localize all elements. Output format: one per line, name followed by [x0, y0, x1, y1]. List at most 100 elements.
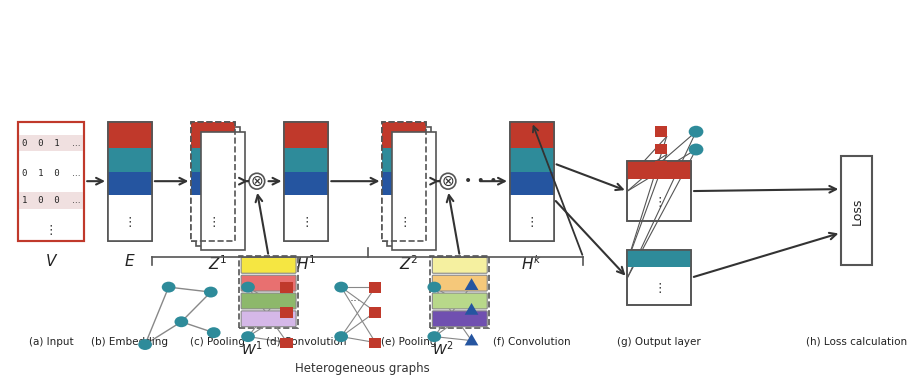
Text: (d) Convolution: (d) Convolution — [266, 336, 346, 347]
Bar — [368, 307, 381, 318]
Text: $H^1$: $H^1$ — [296, 254, 317, 273]
Bar — [655, 126, 667, 136]
FancyBboxPatch shape — [191, 122, 235, 148]
Circle shape — [441, 173, 456, 189]
Circle shape — [249, 173, 265, 189]
Bar — [280, 282, 293, 293]
FancyBboxPatch shape — [17, 135, 84, 152]
Text: (g) Output layer: (g) Output layer — [616, 336, 701, 347]
FancyBboxPatch shape — [510, 122, 554, 240]
Text: ⋮: ⋮ — [526, 216, 538, 229]
Ellipse shape — [428, 331, 442, 342]
FancyBboxPatch shape — [196, 127, 240, 246]
Text: $W^1$: $W^1$ — [241, 339, 263, 358]
FancyBboxPatch shape — [241, 257, 296, 273]
Text: 0  1  0: 0 1 0 — [22, 169, 60, 178]
Bar — [368, 338, 381, 349]
FancyBboxPatch shape — [241, 275, 296, 291]
Ellipse shape — [241, 282, 255, 293]
Text: $W^2$: $W^2$ — [432, 339, 454, 358]
FancyBboxPatch shape — [627, 161, 692, 179]
FancyBboxPatch shape — [191, 172, 235, 195]
FancyBboxPatch shape — [382, 122, 427, 148]
Text: (e) Pooling: (e) Pooling — [381, 336, 437, 347]
FancyBboxPatch shape — [510, 195, 554, 240]
Text: • • •: • • • — [463, 174, 497, 188]
Text: ...: ... — [350, 291, 362, 304]
FancyBboxPatch shape — [431, 256, 489, 328]
Text: (a) Input: (a) Input — [28, 336, 73, 347]
Text: ⋮: ⋮ — [124, 216, 136, 229]
Text: ⊗: ⊗ — [250, 174, 263, 189]
Bar — [280, 307, 293, 318]
Text: 1  0  0: 1 0 0 — [22, 197, 60, 206]
Text: $Z^2$: $Z^2$ — [399, 254, 420, 273]
Text: ...: ... — [669, 160, 681, 173]
Ellipse shape — [689, 126, 703, 138]
FancyBboxPatch shape — [17, 122, 84, 240]
Text: ...: ... — [71, 169, 81, 178]
FancyBboxPatch shape — [108, 122, 152, 240]
FancyBboxPatch shape — [284, 122, 329, 240]
Ellipse shape — [162, 282, 176, 293]
Text: ...: ... — [71, 139, 81, 148]
Text: ...: ... — [262, 291, 274, 304]
Ellipse shape — [334, 282, 348, 293]
FancyBboxPatch shape — [627, 251, 692, 305]
Text: $Z^1$: $Z^1$ — [208, 254, 228, 273]
FancyBboxPatch shape — [108, 172, 152, 195]
Text: Loss: Loss — [850, 197, 863, 225]
Text: ⋮: ⋮ — [398, 216, 410, 229]
FancyBboxPatch shape — [382, 195, 427, 240]
FancyBboxPatch shape — [382, 122, 427, 240]
Text: ...: ... — [443, 291, 455, 304]
FancyBboxPatch shape — [284, 195, 329, 240]
FancyBboxPatch shape — [510, 122, 554, 148]
Text: (f) Convolution: (f) Convolution — [493, 336, 570, 347]
FancyBboxPatch shape — [432, 257, 487, 273]
Text: ⊗: ⊗ — [442, 174, 454, 189]
FancyBboxPatch shape — [201, 132, 245, 251]
Ellipse shape — [334, 331, 348, 342]
FancyBboxPatch shape — [627, 251, 692, 267]
FancyBboxPatch shape — [191, 148, 235, 172]
FancyBboxPatch shape — [284, 122, 329, 148]
Ellipse shape — [241, 331, 255, 342]
FancyBboxPatch shape — [241, 311, 296, 327]
Ellipse shape — [428, 282, 442, 293]
FancyBboxPatch shape — [284, 148, 329, 172]
Text: ⋮: ⋮ — [45, 224, 57, 237]
FancyBboxPatch shape — [191, 122, 235, 240]
FancyBboxPatch shape — [108, 148, 152, 172]
Bar — [655, 161, 667, 172]
Polygon shape — [464, 334, 478, 345]
FancyBboxPatch shape — [108, 195, 152, 240]
Text: Heterogeneous graphs: Heterogeneous graphs — [295, 363, 431, 375]
Ellipse shape — [689, 144, 703, 155]
Text: 0  0  1: 0 0 1 — [22, 139, 60, 148]
Ellipse shape — [207, 327, 221, 338]
Text: (c) Pooling: (c) Pooling — [191, 336, 245, 347]
Text: E: E — [125, 254, 135, 270]
Text: $H^k$: $H^k$ — [521, 254, 542, 273]
FancyBboxPatch shape — [191, 195, 235, 240]
Bar — [280, 338, 293, 349]
Bar — [655, 144, 667, 155]
Ellipse shape — [138, 339, 152, 350]
Text: ...: ... — [71, 197, 81, 206]
FancyBboxPatch shape — [432, 293, 487, 309]
Text: ⋮: ⋮ — [653, 282, 666, 295]
Polygon shape — [464, 303, 478, 315]
FancyBboxPatch shape — [510, 172, 554, 195]
FancyBboxPatch shape — [510, 148, 554, 172]
FancyBboxPatch shape — [284, 172, 329, 195]
Ellipse shape — [204, 287, 218, 297]
Text: ⋮: ⋮ — [207, 216, 220, 229]
FancyBboxPatch shape — [382, 148, 427, 172]
FancyBboxPatch shape — [841, 156, 873, 265]
Text: (b) Embedding: (b) Embedding — [91, 336, 168, 347]
Text: ⋮: ⋮ — [300, 216, 312, 229]
FancyBboxPatch shape — [241, 293, 296, 309]
FancyBboxPatch shape — [108, 122, 152, 148]
Text: V: V — [46, 254, 56, 270]
